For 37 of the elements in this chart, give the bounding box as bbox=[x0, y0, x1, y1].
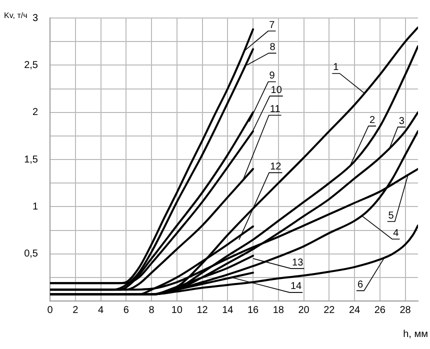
annotation: 9 bbox=[269, 70, 276, 82]
x-tick-label: 24 bbox=[348, 304, 361, 316]
annotation: 4 bbox=[393, 228, 400, 239]
annotation: 3 bbox=[398, 116, 405, 127]
annotation: 10 bbox=[270, 84, 282, 96]
x-tick-label: 4 bbox=[98, 304, 104, 316]
annotation: 1 bbox=[333, 62, 340, 74]
y-tick-label: 3 bbox=[32, 12, 38, 24]
y-tick-label: 1 bbox=[32, 201, 38, 212]
x-tick-label: 6 bbox=[123, 304, 130, 316]
y-tick-label: 0,5 bbox=[24, 248, 38, 260]
x-tick-label: 0 bbox=[47, 304, 54, 316]
annotation: 13 bbox=[292, 257, 304, 268]
x-tick-label: 22 bbox=[324, 304, 336, 316]
x-tick-label: 14 bbox=[222, 304, 234, 316]
x-tick-label: 16 bbox=[247, 304, 260, 316]
x-tick-label: 18 bbox=[272, 304, 284, 316]
x-tick-label: 20 bbox=[298, 304, 310, 316]
annotation: 11 bbox=[270, 104, 281, 116]
annotation: 12 bbox=[270, 161, 282, 172]
y-tick-label: 2 bbox=[32, 107, 38, 118]
y-axis-title: Kv, т/ч bbox=[4, 11, 28, 20]
annotation: 2 bbox=[369, 114, 376, 126]
annotation: 14 bbox=[290, 281, 302, 292]
annotation: 6 bbox=[357, 279, 364, 290]
annotation: 5 bbox=[388, 210, 394, 222]
x-tick-label: 12 bbox=[196, 304, 208, 316]
annotation: 7 bbox=[269, 20, 276, 31]
y-tick-label: 2,5 bbox=[24, 60, 38, 71]
x-tick-label: 26 bbox=[374, 304, 386, 316]
x-axis-title: h, мм bbox=[403, 328, 428, 340]
x-tick-label: 2 bbox=[72, 304, 79, 316]
x-tick-label: 10 bbox=[171, 304, 183, 316]
x-tick-label: 28 bbox=[400, 304, 412, 316]
x-tick-label: 8 bbox=[148, 304, 155, 316]
y-tick-label: 1,5 bbox=[24, 154, 38, 166]
annotation: 8 bbox=[270, 42, 276, 53]
